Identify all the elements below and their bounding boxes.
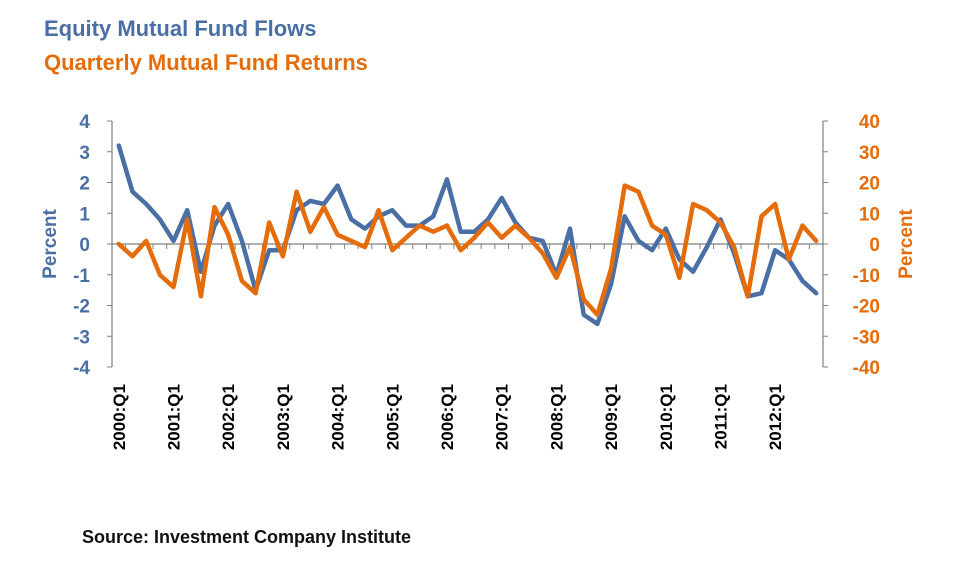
y-right-tick-label: -40 [853, 358, 880, 379]
x-tick-label: 2007:Q1 [493, 384, 512, 450]
x-tick-label: 2010:Q1 [657, 384, 676, 450]
x-tick-label: 2005:Q1 [383, 384, 402, 450]
x-tick-label: 2002:Q1 [219, 384, 238, 450]
chart-title-flows: Equity Mutual Fund Flows [44, 16, 317, 41]
y-left-tick-label: -3 [73, 327, 90, 348]
y-right-tick-label: -20 [853, 297, 880, 318]
y-right-tick-label: 10 [859, 204, 880, 225]
y-left-tick-label: -4 [73, 358, 90, 379]
y-right-tick-label: 0 [869, 235, 880, 256]
x-tick-label: 2000:Q1 [110, 384, 129, 450]
y-left-tick-label: 3 [79, 143, 90, 164]
y-right-axis-title: Percent [896, 208, 917, 278]
x-tick-label: 2011:Q1 [711, 384, 730, 449]
series-line-returns [116, 183, 819, 317]
source-note: Source: Investment Company Institute [82, 527, 412, 547]
y-left-tick-label: -2 [73, 297, 90, 318]
x-tick-label: 2012:Q1 [766, 384, 785, 450]
x-tick-label: 2008:Q1 [547, 384, 566, 450]
y-right-tick-label: 30 [859, 143, 880, 164]
y-left-axis-title: Percent [40, 208, 61, 278]
chart-title-returns: Quarterly Mutual Fund Returns [44, 50, 368, 75]
x-tick-label: 2001:Q1 [165, 384, 184, 450]
y-left-tick-label: 4 [79, 112, 90, 133]
y-right-tick-label: 40 [859, 112, 880, 133]
y-right-tick-label: 20 [859, 174, 880, 195]
x-tick-label: 2006:Q1 [438, 384, 457, 450]
x-tick-label: 2009:Q1 [602, 384, 621, 450]
y-right-tick-label: -10 [853, 266, 880, 287]
y-left-tick-label: 1 [79, 204, 90, 225]
series-line-flows [116, 143, 819, 327]
y-left-tick-label: 2 [79, 174, 90, 195]
x-tick-label: 2003:Q1 [274, 384, 293, 450]
x-tick-label: 2004:Q1 [329, 384, 348, 450]
y-left-tick-label: -1 [73, 266, 90, 287]
y-right-tick-label: -30 [853, 327, 880, 348]
y-left-tick-label: 0 [79, 235, 90, 256]
